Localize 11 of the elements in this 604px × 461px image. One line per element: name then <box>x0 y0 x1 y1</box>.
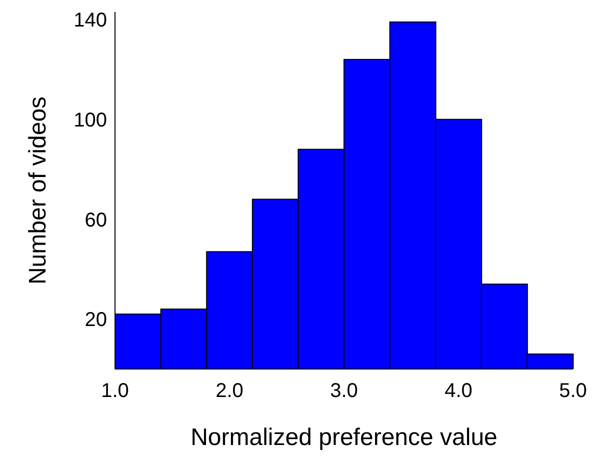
y-tick-label: 140 <box>74 10 107 32</box>
y-axis-title: Number of videos <box>24 96 52 285</box>
y-tick-label: 20 <box>84 309 107 332</box>
x-axis-title: Normalized preference value <box>190 424 498 451</box>
x-tick-label: 5.0 <box>559 380 587 402</box>
x-tick-label: 3.0 <box>330 380 358 402</box>
y-tick-label: 60 <box>84 209 107 232</box>
x-tick-label: 1.0 <box>101 380 129 402</box>
y-tick-label: 100 <box>74 109 107 132</box>
x-tick-label: 2.0 <box>216 380 244 402</box>
x-tick-label: 4.0 <box>444 380 472 402</box>
